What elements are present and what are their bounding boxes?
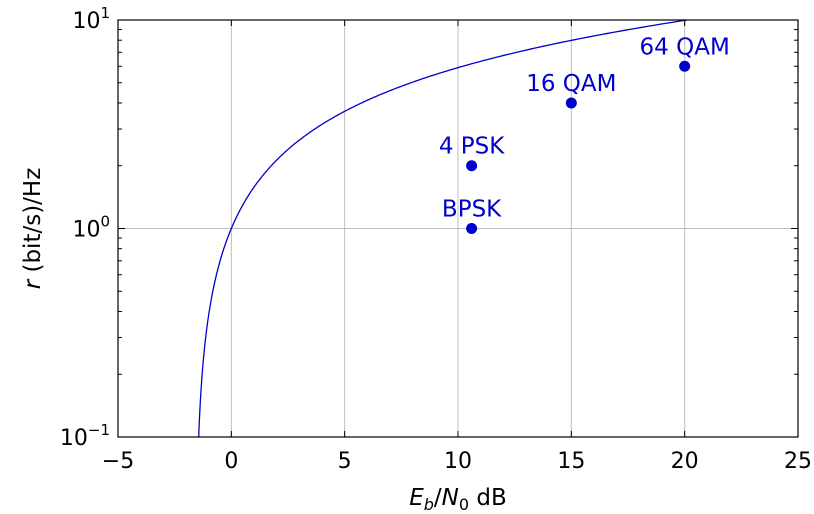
x-label-var: E xyxy=(409,485,424,511)
x-tick-label: 20 xyxy=(671,449,699,474)
modulation-point-label: 16 QAM xyxy=(526,71,616,97)
y-tick-base: 10 xyxy=(72,9,100,34)
x-tick-label: 5 xyxy=(338,449,352,474)
y-label-var: r xyxy=(20,278,46,289)
y-tick-label: 101 xyxy=(72,4,110,34)
y-tick-label: 10−1 xyxy=(60,421,110,451)
modulation-point-label: BPSK xyxy=(442,197,502,223)
modulation-point-label: 64 QAM xyxy=(640,34,730,60)
y-tick-base: 10 xyxy=(60,426,88,451)
modulation-point xyxy=(466,160,478,172)
y-tick-exponent: 1 xyxy=(100,4,110,22)
y-tick-base: 10 xyxy=(72,218,100,243)
x-tick-label: −5 xyxy=(102,449,134,474)
x-tick-label: 0 xyxy=(224,449,238,474)
x-tick-label: 25 xyxy=(784,449,812,474)
y-tick-exponent: −1 xyxy=(88,421,110,439)
x-label-unit: dB xyxy=(469,485,507,511)
x-label-var2-sub: 0 xyxy=(459,495,469,514)
y-tick-exponent: 0 xyxy=(100,213,110,231)
modulation-point xyxy=(679,60,691,72)
y-label-unit: (bit/s)/Hz xyxy=(20,168,46,280)
modulation-point xyxy=(466,223,478,234)
modulation-point-label: 4 PSK xyxy=(439,134,505,160)
x-label-var2: N xyxy=(442,485,459,511)
x-axis-label: Eb/N0 dB xyxy=(409,485,507,514)
x-label-sep: / xyxy=(434,485,442,511)
modulation-point xyxy=(565,97,577,109)
grid xyxy=(117,19,799,438)
modulation-points: BPSK 4 PSK 16 QAM 64 QAM xyxy=(439,34,730,234)
x-tick-label: 15 xyxy=(557,449,585,474)
capacity-curve xyxy=(198,19,688,438)
y-axis-label: r (bit/s)/Hz xyxy=(20,168,46,290)
x-tick-label: 10 xyxy=(444,449,472,474)
x-label-var-sub: b xyxy=(424,495,434,514)
capacity-curve-layer xyxy=(198,19,688,438)
y-tick-label: 100 xyxy=(72,213,110,243)
